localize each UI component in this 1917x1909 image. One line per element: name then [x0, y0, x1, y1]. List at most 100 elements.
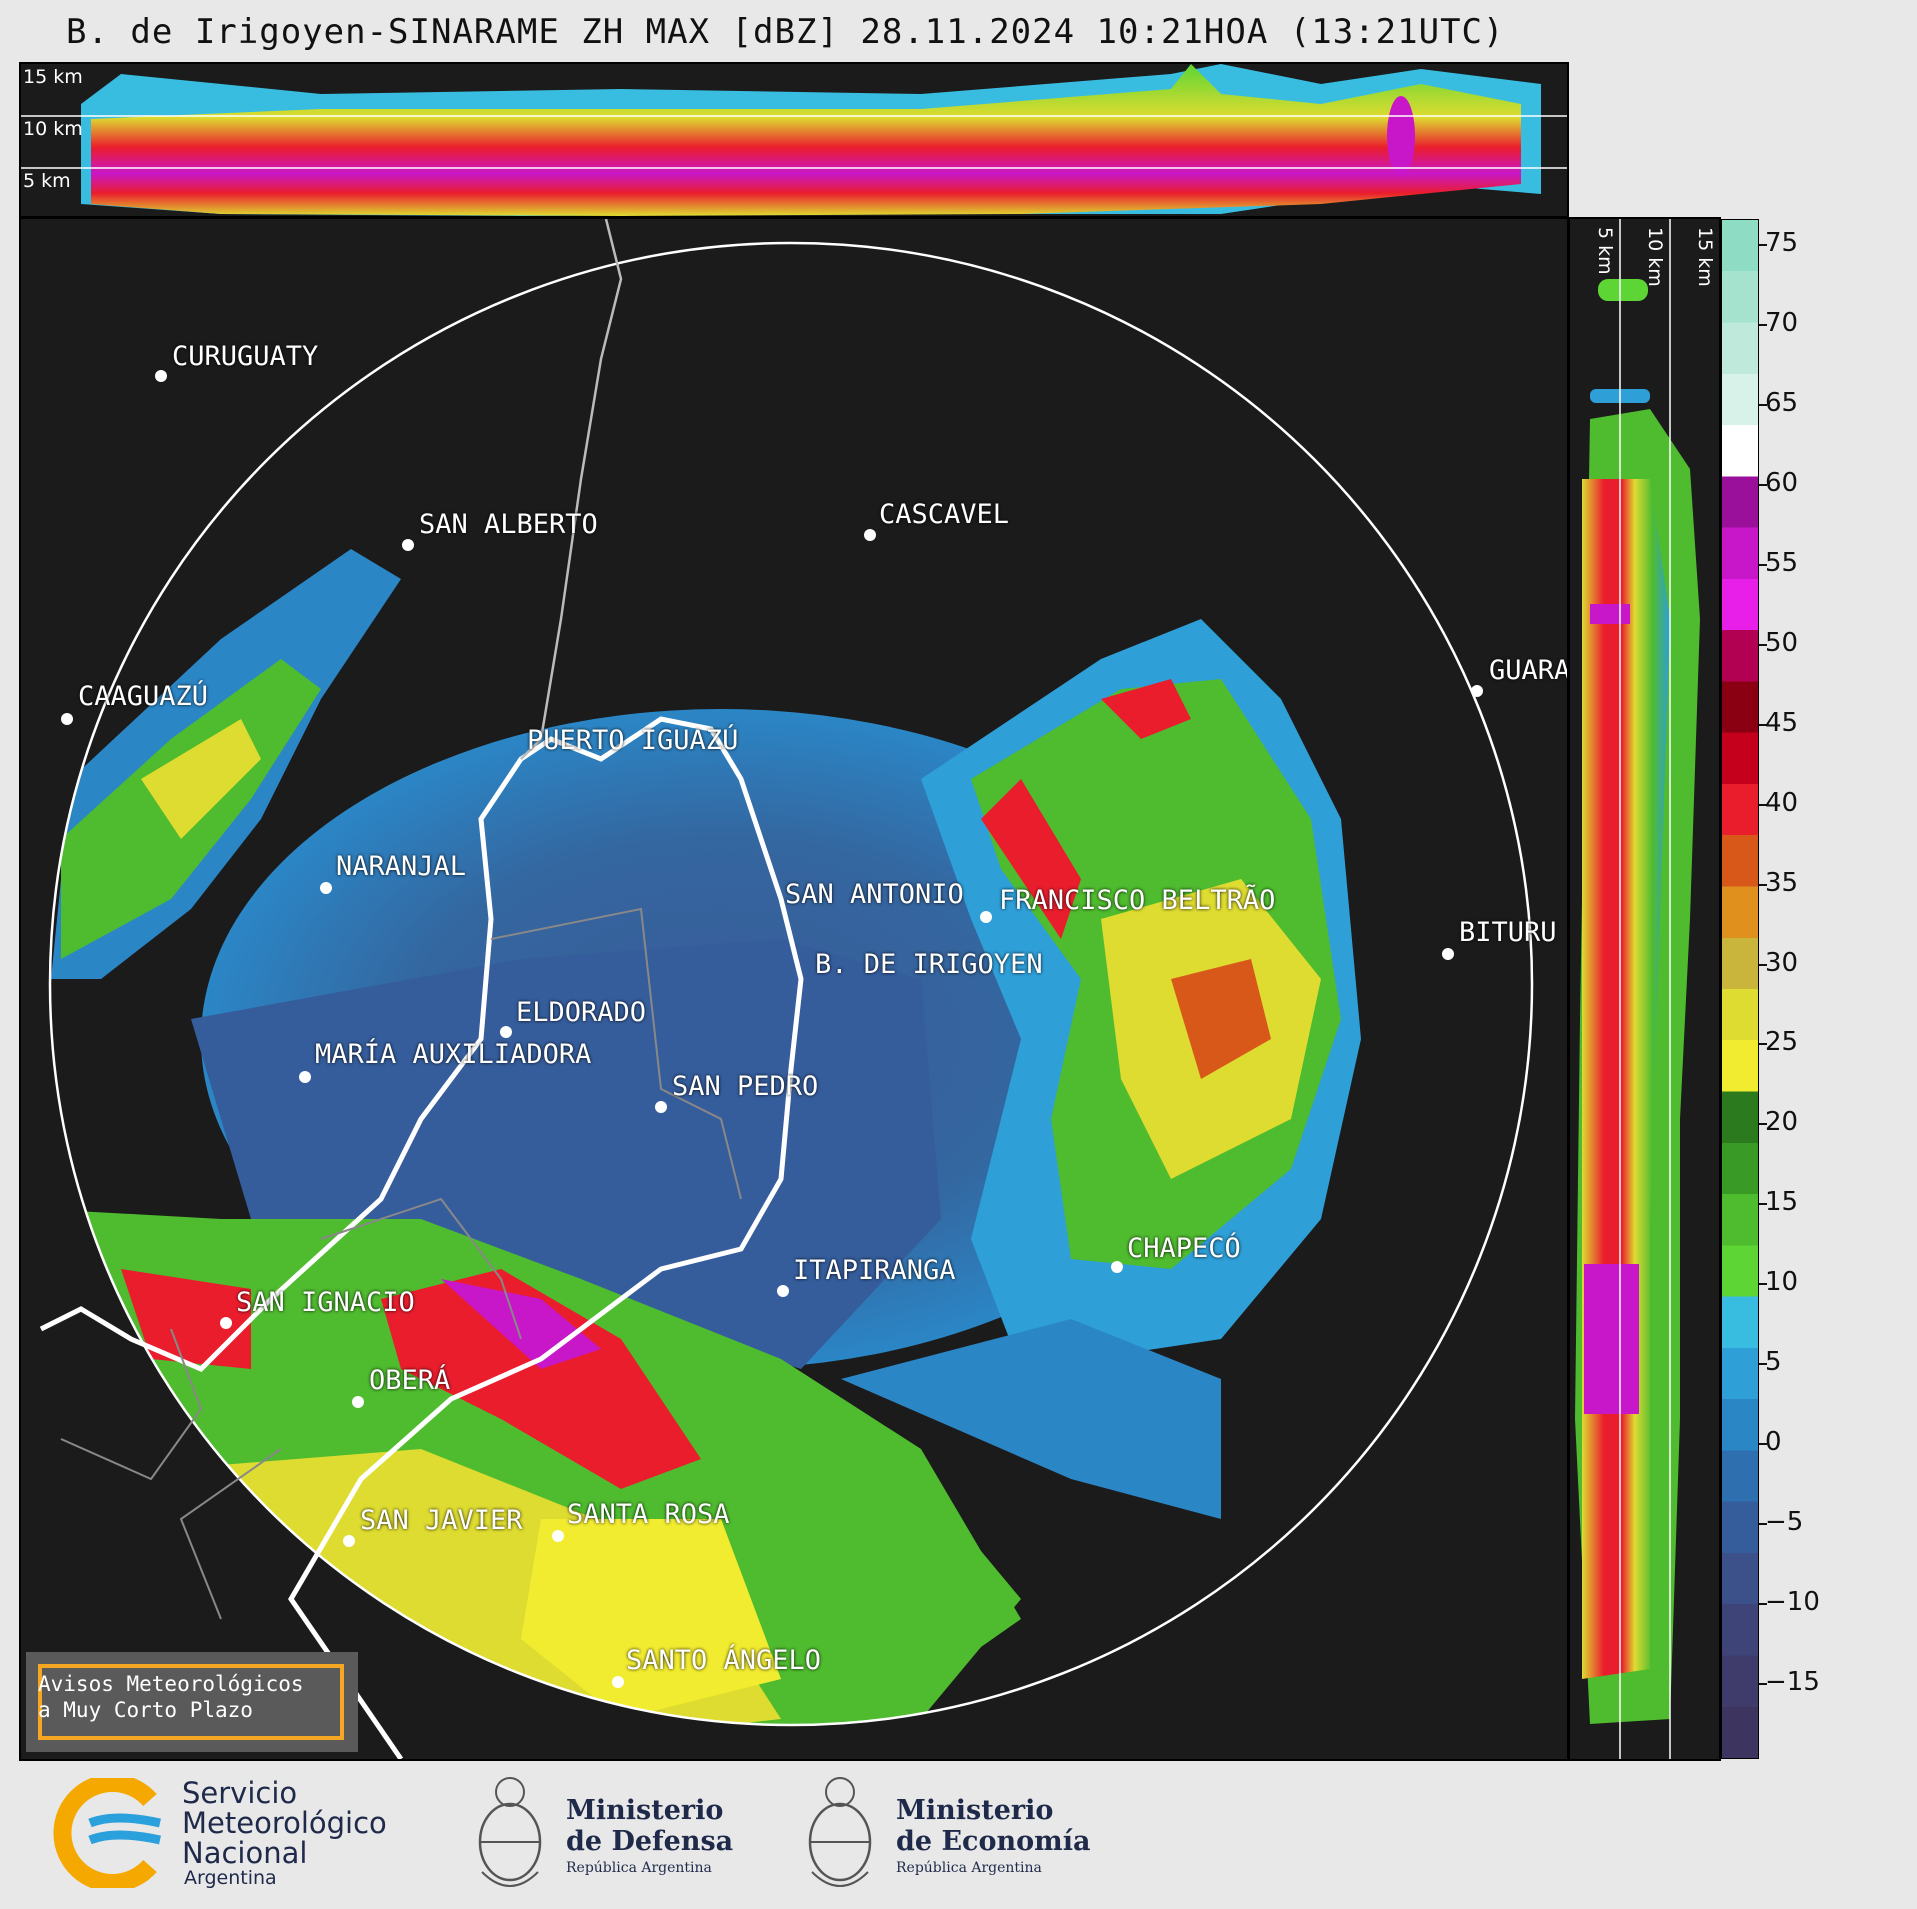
defensa-line2: de Defensa — [566, 1826, 734, 1857]
economia-line2: de Economía — [896, 1826, 1091, 1857]
colorbar-tick-mark — [1759, 1523, 1767, 1526]
colorbar-tick-mark — [1759, 403, 1767, 406]
coat-of-arms-defensa-icon — [478, 1777, 542, 1887]
colorbar-tick-mark — [1759, 483, 1767, 486]
city-dot-san-alberto — [402, 539, 414, 551]
warning-line2: a Muy Corto Plazo — [38, 1698, 253, 1722]
colorbar-tick-mark — [1759, 643, 1767, 646]
coat-of-arms-economia-icon — [808, 1777, 872, 1887]
city-dot-chapeco — [1111, 1261, 1123, 1273]
colorbar-tick-mark — [1759, 1363, 1767, 1366]
side-profile-label-5km: 5 km — [1594, 227, 1616, 275]
colorbar-tick-label: 15 — [1765, 1187, 1799, 1218]
side-height-profile: 5 km 10 km 15 km — [1568, 217, 1721, 1761]
city-label-cascavel: CASCAVEL — [879, 499, 1010, 530]
city-dot-obera — [352, 1396, 364, 1408]
top-height-profile: 15 km 10 km 5 km — [19, 62, 1569, 218]
colorbar-tick-mark — [1759, 723, 1767, 726]
city-label-guara: GUARA — [1489, 655, 1569, 686]
city-label-francisco-beltrao: FRANCISCO BELTRÃO — [999, 885, 1276, 916]
colorbar-tick-label: 75 — [1765, 228, 1799, 258]
warning-frame — [38, 1664, 344, 1740]
radar-map[interactable]: CURUGUATY SAN ALBERTO CASCAVEL CAAGUAZÚ … — [19, 217, 1569, 1761]
colorbar-tick-mark — [1759, 323, 1767, 326]
warning-line1: Avisos Meteorológicos — [38, 1672, 304, 1696]
smn-line1: Servicio — [182, 1776, 298, 1810]
city-label-san-javier: SAN JAVIER — [360, 1505, 523, 1536]
colorbar-tick-label: 25 — [1765, 1027, 1799, 1058]
side-profile-plot — [1575, 219, 1700, 1759]
colorbar-tick-label: 55 — [1765, 547, 1799, 578]
city-label-puerto-iguazu: PUERTO IGUAZÚ — [527, 725, 739, 756]
colorbar-tick-mark — [1759, 1683, 1767, 1685]
defensa-line3: República Argentina — [566, 1860, 712, 1876]
colorbar-tick-mark — [1759, 883, 1767, 886]
colorbar-tick-mark — [1759, 1603, 1767, 1606]
side-profile-label-15km: 15 km — [1694, 227, 1716, 287]
city-label-caaguazu: CAAGUAZÚ — [78, 681, 209, 712]
city-dot-curuguaty — [155, 370, 167, 382]
warning-badge[interactable]: Avisos Meteorológicos a Muy Corto Plazo — [26, 1652, 358, 1752]
colorbar-tick-label: −5 — [1765, 1507, 1804, 1538]
colorbar-tick-label: 0 — [1765, 1427, 1782, 1458]
top-profile-plot — [21, 64, 1567, 216]
dbz-colorbar — [1721, 219, 1759, 1759]
city-label-obera: OBERÁ — [369, 1365, 451, 1396]
city-dot-cascavel — [864, 529, 876, 541]
colorbar-tick-label: 20 — [1765, 1107, 1799, 1138]
colorbar-tick-mark — [1759, 963, 1767, 966]
economia-line1: Ministerio — [896, 1795, 1054, 1826]
smn-line3: Nacional — [182, 1836, 308, 1870]
colorbar-tick-label: 5 — [1765, 1347, 1782, 1378]
colorbar-tick-label: 70 — [1765, 307, 1799, 338]
city-dot-san-pedro — [655, 1101, 667, 1113]
city-label-san-pedro: SAN PEDRO — [672, 1071, 819, 1102]
city-label-santa-rosa: SANTA ROSA — [567, 1499, 730, 1530]
colorbar-tick-mark — [1759, 1283, 1767, 1286]
city-dot-san-javier — [343, 1535, 355, 1547]
city-label-itapiranga: ITAPIRANGA — [793, 1255, 956, 1286]
city-label-eldorado: ELDORADO — [516, 997, 647, 1028]
colorbar-tick-label: 10 — [1765, 1267, 1799, 1298]
city-label-bituru: BITURU — [1459, 917, 1557, 948]
smn-line2: Meteorológico — [182, 1806, 387, 1840]
side-profile-label-10km: 10 km — [1644, 227, 1666, 287]
top-profile-label-15km: 15 km — [23, 66, 83, 88]
city-dot-maria-auxiliadora — [299, 1071, 311, 1083]
city-label-chapeco: CHAPECÓ — [1127, 1233, 1241, 1264]
radar-reflectivity-plot — [39, 219, 1534, 1759]
colorbar-tick-mark — [1759, 1443, 1767, 1446]
city-label-san-ignacio: SAN IGNACIO — [236, 1287, 415, 1318]
city-dot-guara — [1471, 685, 1483, 697]
city-dot-santo-angelo — [612, 1676, 624, 1688]
colorbar-tick-label: 65 — [1765, 387, 1799, 418]
colorbar-tick-label: −15 — [1765, 1667, 1820, 1697]
city-label-naranjal: NARANJAL — [336, 851, 467, 882]
colorbar-tick-label: 60 — [1765, 467, 1799, 498]
colorbar-tick-mark — [1759, 1203, 1767, 1206]
colorbar-tick-label: 35 — [1765, 867, 1799, 898]
smn-logo — [53, 1778, 161, 1888]
colorbar-tick-mark — [1759, 1043, 1767, 1046]
city-dot-francisco-beltrao — [980, 911, 992, 923]
colorbar-tick-mark — [1759, 1123, 1767, 1126]
city-dot-eldorado — [500, 1026, 512, 1038]
city-label-san-antonio: SAN ANTONIO — [785, 879, 964, 910]
city-dot-san-ignacio — [220, 1317, 232, 1329]
city-dot-naranjal — [320, 882, 332, 894]
city-dot-santa-rosa — [552, 1530, 564, 1542]
city-label-maria-auxiliadora: MARÍA AUXILIADORA — [315, 1039, 592, 1070]
top-profile-label-5km: 5 km — [23, 170, 71, 192]
colorbar-tick-label: −10 — [1765, 1587, 1820, 1618]
city-label-curuguaty: CURUGUATY — [172, 341, 319, 372]
colorbar-tick-label: 40 — [1765, 787, 1799, 818]
colorbar-tick-mark — [1759, 563, 1767, 566]
city-dot-itapiranga — [777, 1285, 789, 1297]
colorbar-tick-label: 45 — [1765, 707, 1799, 738]
colorbar-tick-label: 30 — [1765, 947, 1799, 978]
top-profile-label-10km: 10 km — [23, 118, 83, 140]
city-dot-caaguazu — [61, 713, 73, 725]
colorbar-tick-mark — [1759, 244, 1767, 246]
colorbar-tick-label: 50 — [1765, 627, 1799, 658]
chart-title: B. de Irigoyen-SINARAME ZH MAX [dBZ] 28.… — [66, 12, 1505, 52]
